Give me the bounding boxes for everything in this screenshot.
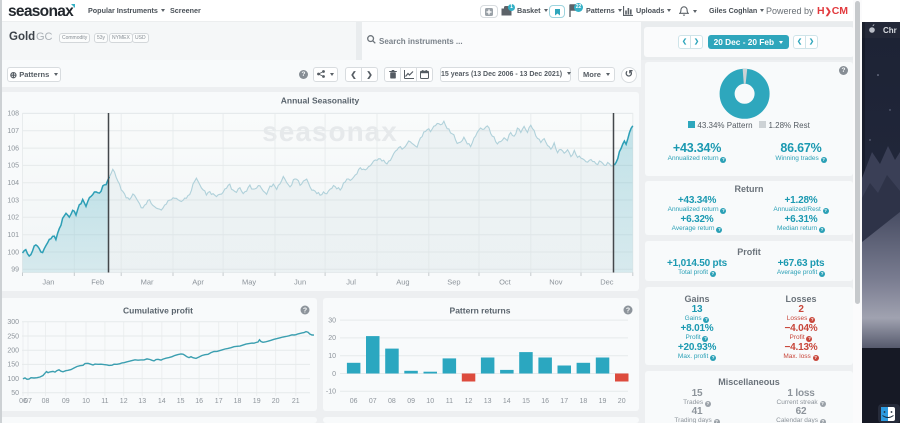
svg-text:Cumulative profit: Cumulative profit <box>123 306 193 316</box>
svg-text:Feb: Feb <box>91 278 104 287</box>
svg-text:14: 14 <box>158 398 166 405</box>
svg-text:Annual Seasonality: Annual Seasonality <box>281 96 360 106</box>
svg-text:16: 16 <box>195 398 203 405</box>
svg-text:107: 107 <box>7 128 19 135</box>
svg-text:15: 15 <box>177 398 185 405</box>
svg-text:Apr: Apr <box>192 278 204 287</box>
svg-text:Jun: Jun <box>294 278 306 287</box>
svg-text:13: 13 <box>484 398 492 405</box>
svg-text:?: ? <box>626 308 630 315</box>
svg-text:10: 10 <box>328 353 336 360</box>
svg-text:11: 11 <box>101 398 108 405</box>
svg-text:seasonax: seasonax <box>262 116 398 147</box>
svg-text:May: May <box>242 278 256 287</box>
svg-text:99: 99 <box>11 267 19 274</box>
svg-text:106: 106 <box>7 145 19 152</box>
svg-text:Mar: Mar <box>141 278 154 287</box>
svg-text:09: 09 <box>407 398 415 405</box>
svg-text:20: 20 <box>618 398 626 405</box>
svg-text:21: 21 <box>292 398 300 405</box>
svg-text:12: 12 <box>465 398 473 405</box>
svg-text:50: 50 <box>11 390 19 397</box>
svg-text:13: 13 <box>138 398 146 405</box>
svg-text:06: 06 <box>19 398 27 405</box>
svg-text:200: 200 <box>7 348 19 355</box>
svg-text:108: 108 <box>7 111 19 118</box>
svg-text:19: 19 <box>253 398 261 405</box>
svg-text:Dec: Dec <box>600 278 614 287</box>
svg-text:17: 17 <box>215 398 223 405</box>
svg-text:15: 15 <box>522 398 530 405</box>
svg-text:102: 102 <box>7 215 19 222</box>
svg-text:Chr: Chr <box>883 26 897 35</box>
svg-text:250: 250 <box>7 333 19 340</box>
svg-text:06: 06 <box>350 398 358 405</box>
svg-text:10: 10 <box>82 398 90 405</box>
svg-text:18: 18 <box>580 398 588 405</box>
svg-text:-10: -10 <box>326 389 336 396</box>
svg-text:17: 17 <box>560 398 568 405</box>
svg-text:20: 20 <box>328 335 336 342</box>
svg-text:11: 11 <box>446 398 453 405</box>
svg-text:10: 10 <box>426 398 434 405</box>
svg-text:101: 101 <box>7 232 19 239</box>
svg-text:Aug: Aug <box>396 278 409 287</box>
svg-text:12: 12 <box>120 398 128 405</box>
svg-text:Nov: Nov <box>549 278 563 287</box>
svg-text:20: 20 <box>272 398 280 405</box>
svg-text:105: 105 <box>7 163 19 170</box>
svg-text:104: 104 <box>7 180 19 187</box>
svg-text:19: 19 <box>599 398 607 405</box>
svg-text:?: ? <box>303 308 307 315</box>
svg-text:Pattern returns: Pattern returns <box>450 306 511 316</box>
svg-text:14: 14 <box>503 398 511 405</box>
svg-text:09: 09 <box>62 398 70 405</box>
svg-text:103: 103 <box>7 197 19 204</box>
svg-text:16: 16 <box>541 398 549 405</box>
svg-text:Jan: Jan <box>42 278 54 287</box>
svg-text:Oct: Oct <box>499 278 512 287</box>
svg-text:100: 100 <box>7 376 19 383</box>
svg-text:300: 300 <box>7 319 19 326</box>
svg-text:30: 30 <box>328 317 336 324</box>
svg-text:07: 07 <box>24 398 32 405</box>
svg-text:Sep: Sep <box>447 278 460 287</box>
svg-text:18: 18 <box>234 398 242 405</box>
svg-text:08: 08 <box>42 398 50 405</box>
svg-text:150: 150 <box>7 362 19 369</box>
svg-text:0: 0 <box>332 371 336 378</box>
svg-text:08: 08 <box>388 398 396 405</box>
svg-text:100: 100 <box>7 249 19 256</box>
svg-text:Jul: Jul <box>346 278 356 287</box>
svg-text:07: 07 <box>369 398 377 405</box>
